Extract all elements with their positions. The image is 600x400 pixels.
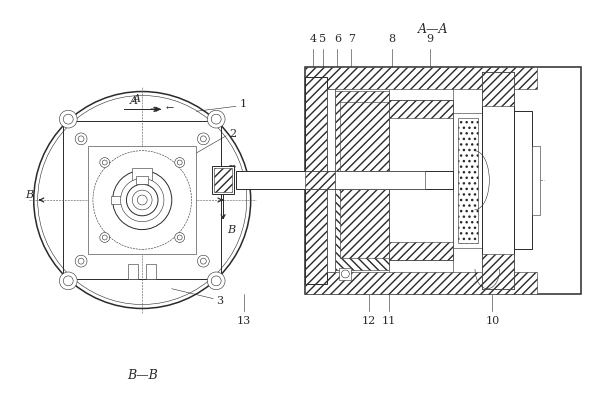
Bar <box>146 264 156 279</box>
Text: 10: 10 <box>485 316 499 326</box>
Bar <box>389 100 453 118</box>
Bar <box>389 100 453 260</box>
Circle shape <box>137 195 147 205</box>
Circle shape <box>34 92 251 308</box>
Circle shape <box>113 170 172 230</box>
Text: 2: 2 <box>229 129 236 139</box>
Bar <box>482 72 514 289</box>
Circle shape <box>100 158 110 168</box>
Bar <box>326 88 335 272</box>
Circle shape <box>100 232 110 242</box>
Circle shape <box>175 232 185 242</box>
Bar <box>340 268 351 280</box>
Bar <box>514 111 532 249</box>
Bar <box>214 168 232 192</box>
Bar <box>133 168 152 180</box>
Circle shape <box>59 110 77 128</box>
Bar <box>305 272 536 294</box>
Text: 4: 4 <box>309 34 316 44</box>
Circle shape <box>175 158 185 168</box>
Bar <box>305 172 335 189</box>
Bar <box>453 113 482 248</box>
Circle shape <box>197 133 209 145</box>
Text: B—B: B—B <box>127 369 158 382</box>
Bar <box>532 146 539 215</box>
Bar <box>305 67 581 294</box>
Bar <box>458 118 478 243</box>
Bar <box>305 77 326 284</box>
Bar <box>128 264 138 279</box>
Circle shape <box>75 255 87 267</box>
Bar <box>389 242 453 260</box>
Text: ←: ← <box>166 105 174 114</box>
Text: 8: 8 <box>388 34 395 44</box>
Circle shape <box>59 272 77 290</box>
Bar <box>340 102 389 258</box>
Circle shape <box>197 255 209 267</box>
Text: 7: 7 <box>348 34 355 44</box>
Circle shape <box>127 184 158 216</box>
Bar <box>110 196 121 204</box>
Text: A: A <box>133 94 141 104</box>
Text: B: B <box>227 224 235 234</box>
Bar <box>305 67 536 88</box>
Bar <box>335 180 389 270</box>
Text: 5: 5 <box>319 34 326 44</box>
Bar <box>236 172 453 189</box>
Text: B: B <box>25 190 33 200</box>
Bar <box>212 166 234 194</box>
Text: A: A <box>130 96 139 106</box>
Bar <box>335 90 389 180</box>
Text: 11: 11 <box>382 316 396 326</box>
Circle shape <box>121 178 164 222</box>
Text: A—A: A—A <box>418 23 448 36</box>
Text: B: B <box>227 166 235 176</box>
Circle shape <box>341 270 349 278</box>
Bar <box>335 172 425 189</box>
Bar <box>482 72 514 106</box>
Text: 13: 13 <box>236 316 251 326</box>
Text: 6: 6 <box>334 34 341 44</box>
Circle shape <box>208 272 225 290</box>
Bar <box>88 146 196 254</box>
Text: 3: 3 <box>217 296 224 306</box>
Bar <box>136 176 148 184</box>
Circle shape <box>208 110 225 128</box>
Text: 1: 1 <box>239 99 247 109</box>
Circle shape <box>133 190 152 210</box>
Text: 12: 12 <box>362 316 376 326</box>
Text: 9: 9 <box>427 34 434 44</box>
Bar <box>64 121 221 279</box>
Bar <box>482 254 514 289</box>
Circle shape <box>75 133 87 145</box>
